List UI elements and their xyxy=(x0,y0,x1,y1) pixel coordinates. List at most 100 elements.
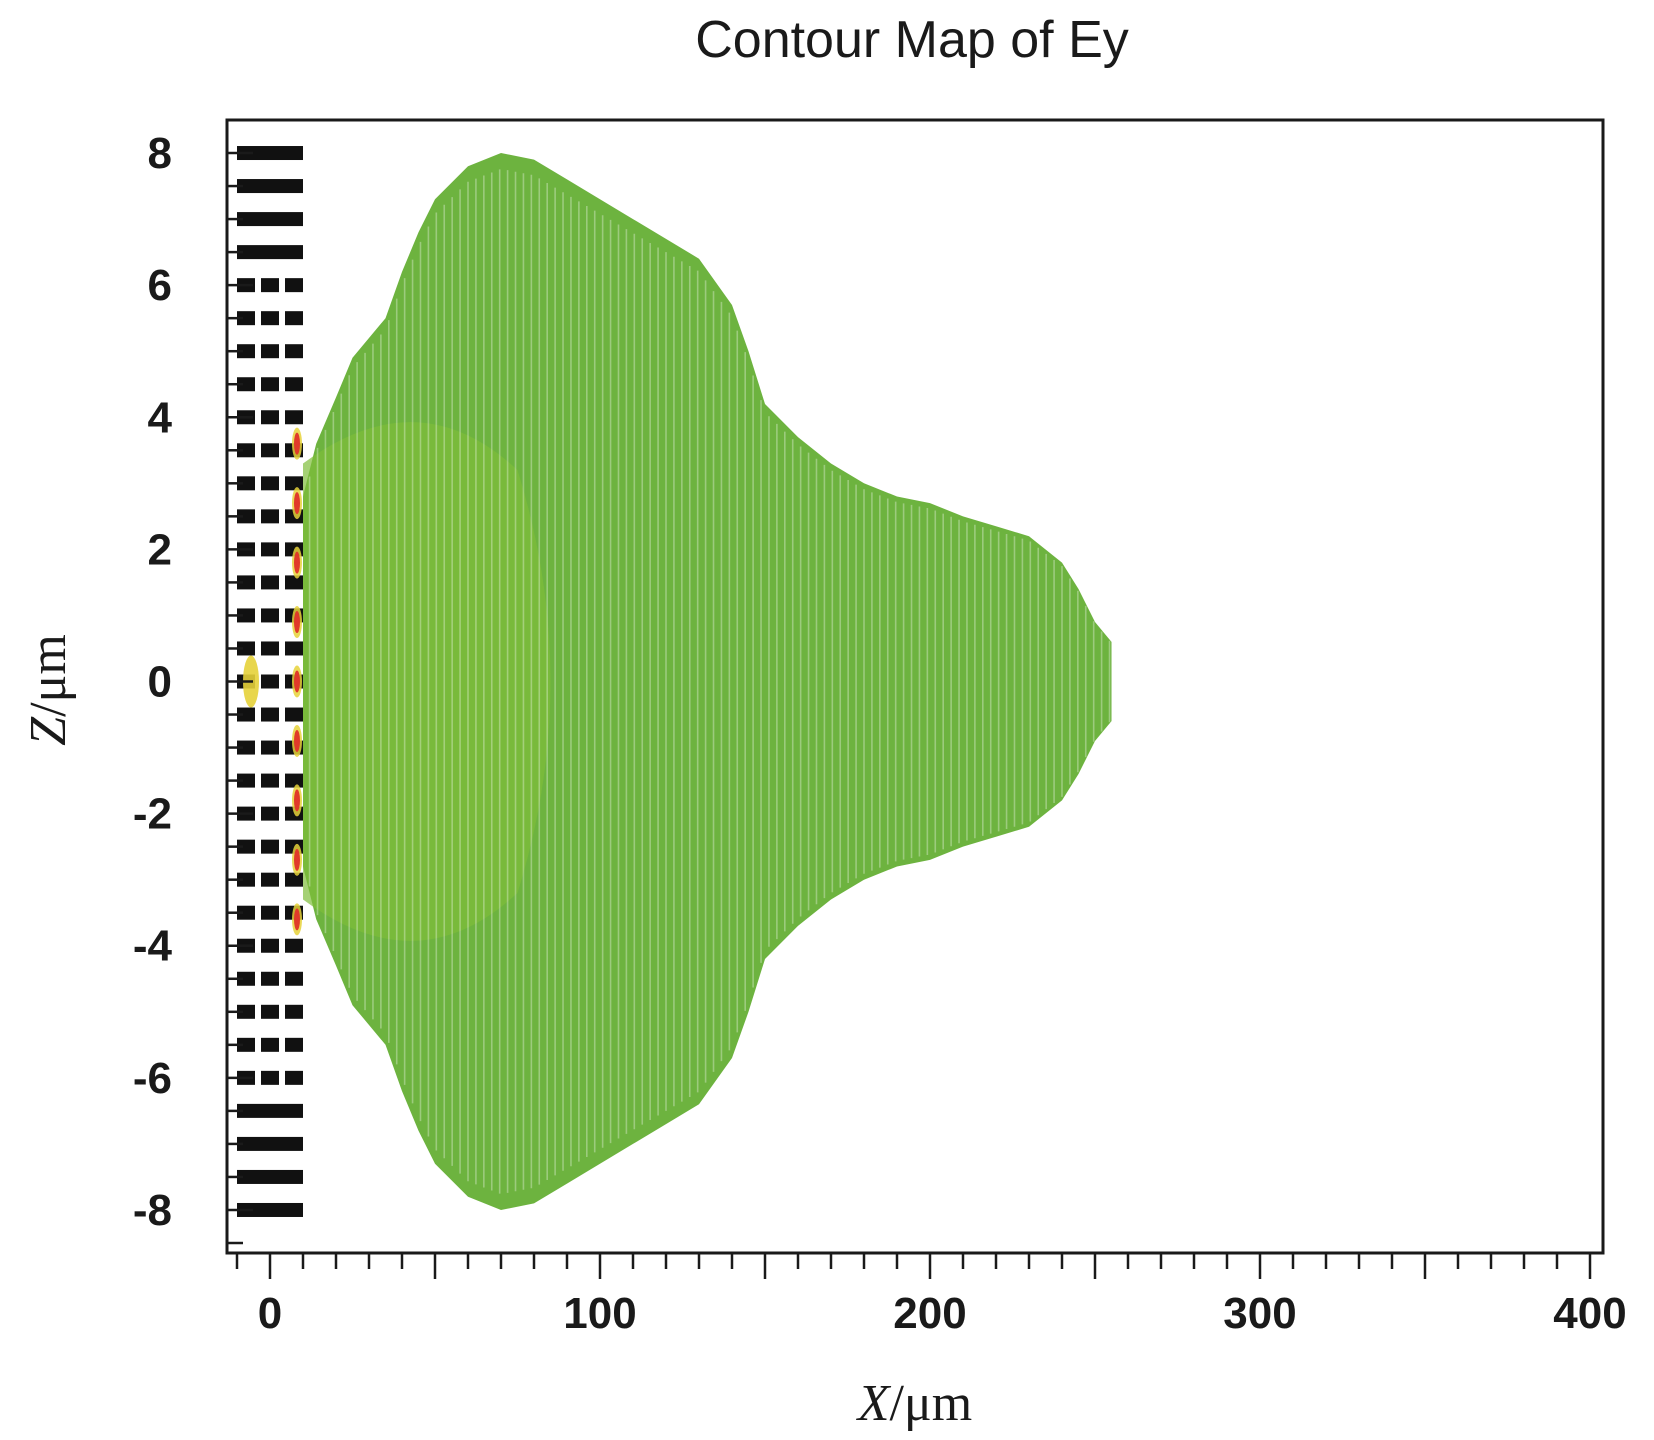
grating-bar xyxy=(237,509,255,524)
y-tick-label: -4 xyxy=(133,922,173,971)
hotspot xyxy=(294,789,300,812)
grating-bar xyxy=(285,344,303,359)
grating-bar xyxy=(261,938,279,953)
grating-bar xyxy=(285,971,303,986)
y-tick-label: 6 xyxy=(148,261,172,310)
grating-bar xyxy=(261,773,279,788)
grating-bar xyxy=(237,1169,303,1184)
grating-bar xyxy=(261,542,279,557)
grating-bar xyxy=(285,872,303,887)
grating-bar xyxy=(261,344,279,359)
y-tick-label: 2 xyxy=(148,525,172,574)
grating-bar xyxy=(237,773,255,788)
y-tick-label: 4 xyxy=(148,393,173,442)
grating-bar xyxy=(261,311,279,326)
grating-bar xyxy=(261,806,279,821)
hotspot xyxy=(294,729,300,752)
y-tick-label: -8 xyxy=(133,1186,172,1235)
grating-bar xyxy=(237,212,303,227)
y-tick-label: -6 xyxy=(133,1054,172,1103)
y-axis: 8 6 4 2 0 -2 -4 -6 -8 xyxy=(133,118,253,1245)
grating-bar xyxy=(285,641,303,656)
hotspot xyxy=(294,908,300,931)
grating-bar xyxy=(261,1037,279,1052)
grating-bar xyxy=(237,146,303,161)
grating-bar xyxy=(285,1004,303,1019)
field-region xyxy=(303,153,1112,1210)
grating-bar xyxy=(237,476,255,491)
grating-bar xyxy=(261,575,279,590)
grating-bar xyxy=(237,575,255,590)
grating-bar xyxy=(237,179,303,194)
grating-bar xyxy=(261,872,279,887)
grating-bar xyxy=(261,1070,279,1085)
hotspot xyxy=(294,848,300,871)
grating-bar xyxy=(285,278,303,293)
grating-bar xyxy=(261,905,279,920)
grating-bar xyxy=(285,773,303,788)
grating-bar xyxy=(261,641,279,656)
grating-bar xyxy=(285,938,303,953)
grating-bar xyxy=(237,443,255,458)
grating-bar xyxy=(261,971,279,986)
grating-bar xyxy=(285,1037,303,1052)
grating-bar xyxy=(261,674,279,689)
grating-bar xyxy=(285,377,303,392)
grating-bar xyxy=(261,740,279,755)
grating-bar xyxy=(261,509,279,524)
grating-bar xyxy=(285,311,303,326)
grating-bar xyxy=(237,971,255,986)
grating-bar xyxy=(261,410,279,425)
x-axis-label: X/μm xyxy=(856,1375,973,1432)
grating-bar xyxy=(237,377,255,392)
grating-bar xyxy=(285,1070,303,1085)
grating-bar xyxy=(237,1004,255,1019)
grating-bar xyxy=(261,278,279,293)
y-axis-label: Z/μm xyxy=(20,634,77,746)
grating-bar xyxy=(261,476,279,491)
grating-bar xyxy=(261,443,279,458)
y-axis-unit: /μm xyxy=(20,634,77,717)
grating-bar xyxy=(261,377,279,392)
hotspot xyxy=(294,670,300,693)
field-envelope xyxy=(303,153,1112,1210)
grating-bar xyxy=(237,1202,303,1217)
grating-bar xyxy=(285,410,303,425)
hotspot xyxy=(294,551,300,574)
grating-bar xyxy=(237,839,255,854)
y-axis-variable: Z xyxy=(20,716,77,746)
grating-bar xyxy=(285,707,303,722)
x-tick-label: 0 xyxy=(258,1289,282,1338)
grating-bar xyxy=(285,476,303,491)
grating-structure xyxy=(237,146,303,1217)
chart-title: Contour Map of Ey xyxy=(695,11,1129,69)
y-tick-label: 0 xyxy=(148,658,172,707)
x-axis: 0 100 200 300 400 xyxy=(235,1253,1627,1338)
x-tick-label: 100 xyxy=(563,1289,636,1338)
y-tick-label: -2 xyxy=(133,790,172,839)
y-tick-label: 8 xyxy=(148,129,172,178)
grating-bar xyxy=(237,1136,303,1151)
grating-bar xyxy=(237,641,255,656)
grating-bar xyxy=(237,1103,303,1118)
hotspot xyxy=(294,611,300,634)
grating-bar xyxy=(237,608,255,623)
x-tick-label: 400 xyxy=(1553,1289,1626,1338)
hotspot xyxy=(294,432,300,455)
x-tick-label: 300 xyxy=(1223,1289,1296,1338)
grating-bar xyxy=(237,740,255,755)
grating-bar xyxy=(237,707,255,722)
x-axis-variable: X xyxy=(856,1375,892,1432)
grating-bar xyxy=(261,1004,279,1019)
grating-bar xyxy=(237,311,255,326)
grating-bar xyxy=(261,608,279,623)
plot-frame xyxy=(225,118,1605,1255)
grating-bar xyxy=(261,839,279,854)
grating-bar xyxy=(285,575,303,590)
hotspot xyxy=(294,492,300,515)
x-axis-unit: /μm xyxy=(889,1375,972,1432)
grating-bar xyxy=(261,707,279,722)
grating-bar xyxy=(237,872,255,887)
grating-bar xyxy=(237,905,255,920)
